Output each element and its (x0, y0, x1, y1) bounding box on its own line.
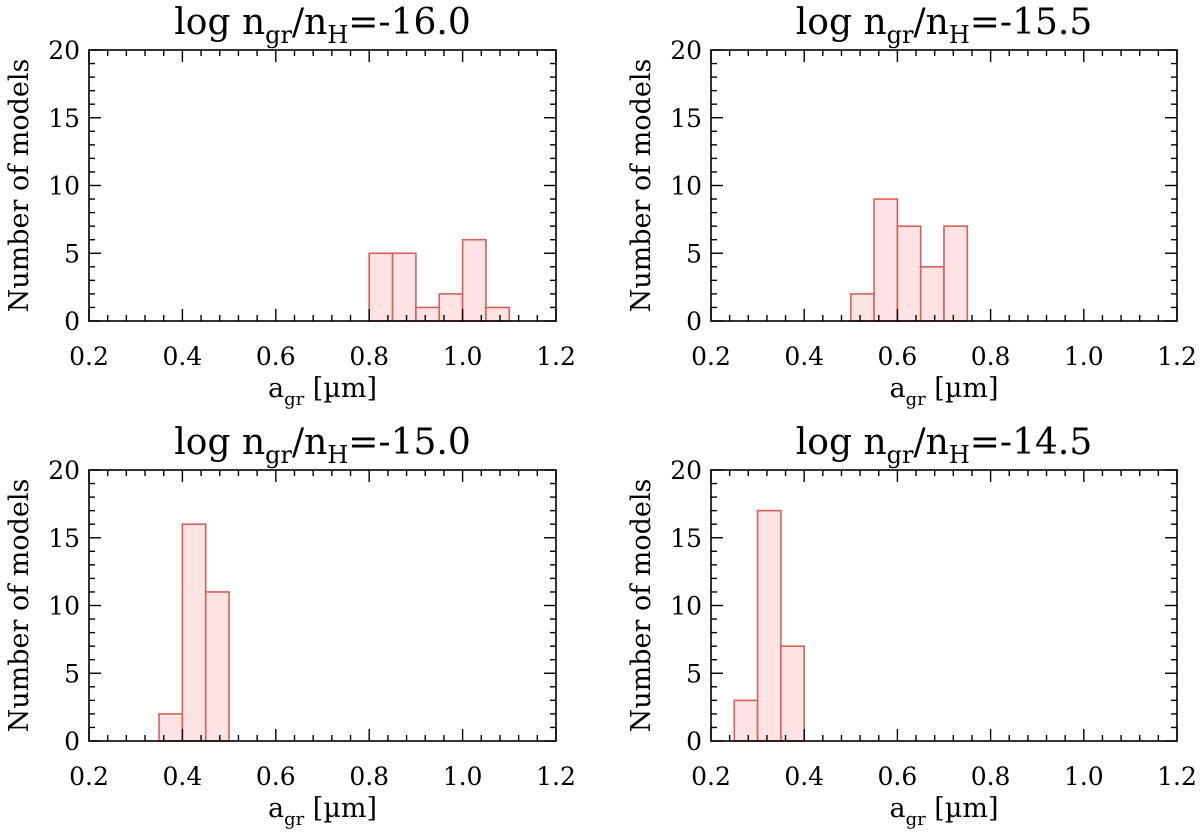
x-tick-label: 0.8 (971, 342, 1011, 371)
x-tick-label: 1.2 (1157, 762, 1197, 791)
histogram-bar (461, 238, 487, 322)
x-tick-label: 0.2 (69, 762, 109, 791)
y-tick-label: 0 (64, 307, 80, 336)
histogram-panel-1: 0.2 0.4 0.6 0.8 1.0 1.2 0 5 10 15 20 log ngr/nH=-16… (4, 2, 576, 410)
histogram-bar (780, 645, 806, 742)
panel-title: log ngr/nH=-15.5 (796, 2, 1092, 49)
histogram-bar (896, 225, 922, 322)
x-axis-label: agr [µm] (889, 373, 998, 410)
x-axis-label: agr [µm] (268, 373, 377, 410)
x-tick-label: 1.0 (443, 762, 483, 791)
y-tick-label: 0 (686, 727, 702, 756)
y-tick-label: 5 (686, 239, 702, 268)
x-tick-label: 0.4 (784, 342, 824, 371)
histogram-bar (943, 225, 969, 322)
x-tick-label: 0.6 (878, 342, 918, 371)
y-axis-label: Number of models (626, 479, 657, 733)
histogram-bar (368, 252, 394, 322)
x-tick-label: 0.2 (69, 342, 109, 371)
x-tick-label: 1.2 (1157, 342, 1197, 371)
x-tick-label: 0.4 (784, 762, 824, 791)
x-tick-label: 0.8 (349, 342, 389, 371)
histogram-bar (438, 293, 464, 322)
x-axis-label: agr [µm] (268, 793, 377, 830)
x-tick-label: 0.6 (878, 762, 918, 791)
panel-title: log ngr/nH=-16.0 (174, 2, 470, 49)
x-tick-label: 1.0 (443, 342, 483, 371)
histogram-panel-2: 0.2 0.4 0.6 0.8 1.0 1.2 0 5 10 15 20 log ngr/nH=-15… (626, 2, 1197, 410)
histogram-bar (485, 306, 511, 322)
panel-title: log ngr/nH=-15.0 (174, 422, 470, 469)
x-tick-label: 0.8 (349, 762, 389, 791)
histogram-bar (158, 713, 184, 742)
x-tick-label: 0.8 (971, 762, 1011, 791)
y-tick-label: 15 (48, 524, 80, 553)
y-tick-label: 0 (64, 727, 80, 756)
histogram-bar (756, 509, 782, 742)
y-tick-label: 5 (64, 659, 80, 688)
x-tick-label: 0.6 (256, 342, 296, 371)
histogram-bar (181, 523, 207, 742)
x-tick-label: 1.2 (536, 342, 576, 371)
histogram-bar (415, 306, 441, 322)
histogram-panel-3: 0.2 0.4 0.6 0.8 1.0 1.2 0 5 10 15 20 log ngr/nH=-15… (4, 422, 576, 830)
y-tick-label: 20 (670, 456, 702, 485)
histogram-bar (919, 265, 945, 322)
y-axis-label: Number of models (4, 479, 35, 733)
y-tick-label: 20 (670, 36, 702, 65)
x-tick-label: 0.2 (691, 342, 731, 371)
y-tick-label: 20 (48, 456, 80, 485)
y-axis-label: Number of models (626, 59, 657, 313)
histogram-bar (391, 252, 417, 322)
y-tick-label: 10 (670, 172, 702, 201)
y-tick-label: 10 (48, 592, 80, 621)
y-tick-label: 10 (670, 592, 702, 621)
y-tick-label: 5 (64, 239, 80, 268)
y-tick-label: 15 (670, 524, 702, 553)
y-tick-label: 15 (48, 104, 80, 133)
y-tick-label: 5 (686, 659, 702, 688)
histogram-panel-4: 0.2 0.4 0.6 0.8 1.0 1.2 0 5 10 15 20 log ngr/nH=-14… (626, 422, 1197, 830)
y-tick-label: 0 (686, 307, 702, 336)
x-tick-label: 0.4 (163, 762, 203, 791)
plot-frame (88, 469, 557, 742)
histogram-bar (849, 293, 875, 322)
histogram-bar (204, 591, 230, 742)
y-tick-label: 10 (48, 172, 80, 201)
x-tick-label: 1.0 (1064, 762, 1104, 791)
histogram-bar (733, 699, 759, 742)
histogram-bar (873, 198, 899, 322)
x-axis-label: agr [µm] (889, 793, 998, 830)
x-tick-label: 0.2 (691, 762, 731, 791)
x-tick-label: 1.0 (1064, 342, 1104, 371)
y-tick-label: 20 (48, 36, 80, 65)
x-tick-label: 0.6 (256, 762, 296, 791)
y-axis-label: Number of models (4, 59, 35, 313)
y-tick-label: 15 (670, 104, 702, 133)
x-tick-label: 0.4 (163, 342, 203, 371)
panel-title: log ngr/nH=-14.5 (796, 422, 1092, 469)
x-tick-label: 1.2 (536, 762, 576, 791)
